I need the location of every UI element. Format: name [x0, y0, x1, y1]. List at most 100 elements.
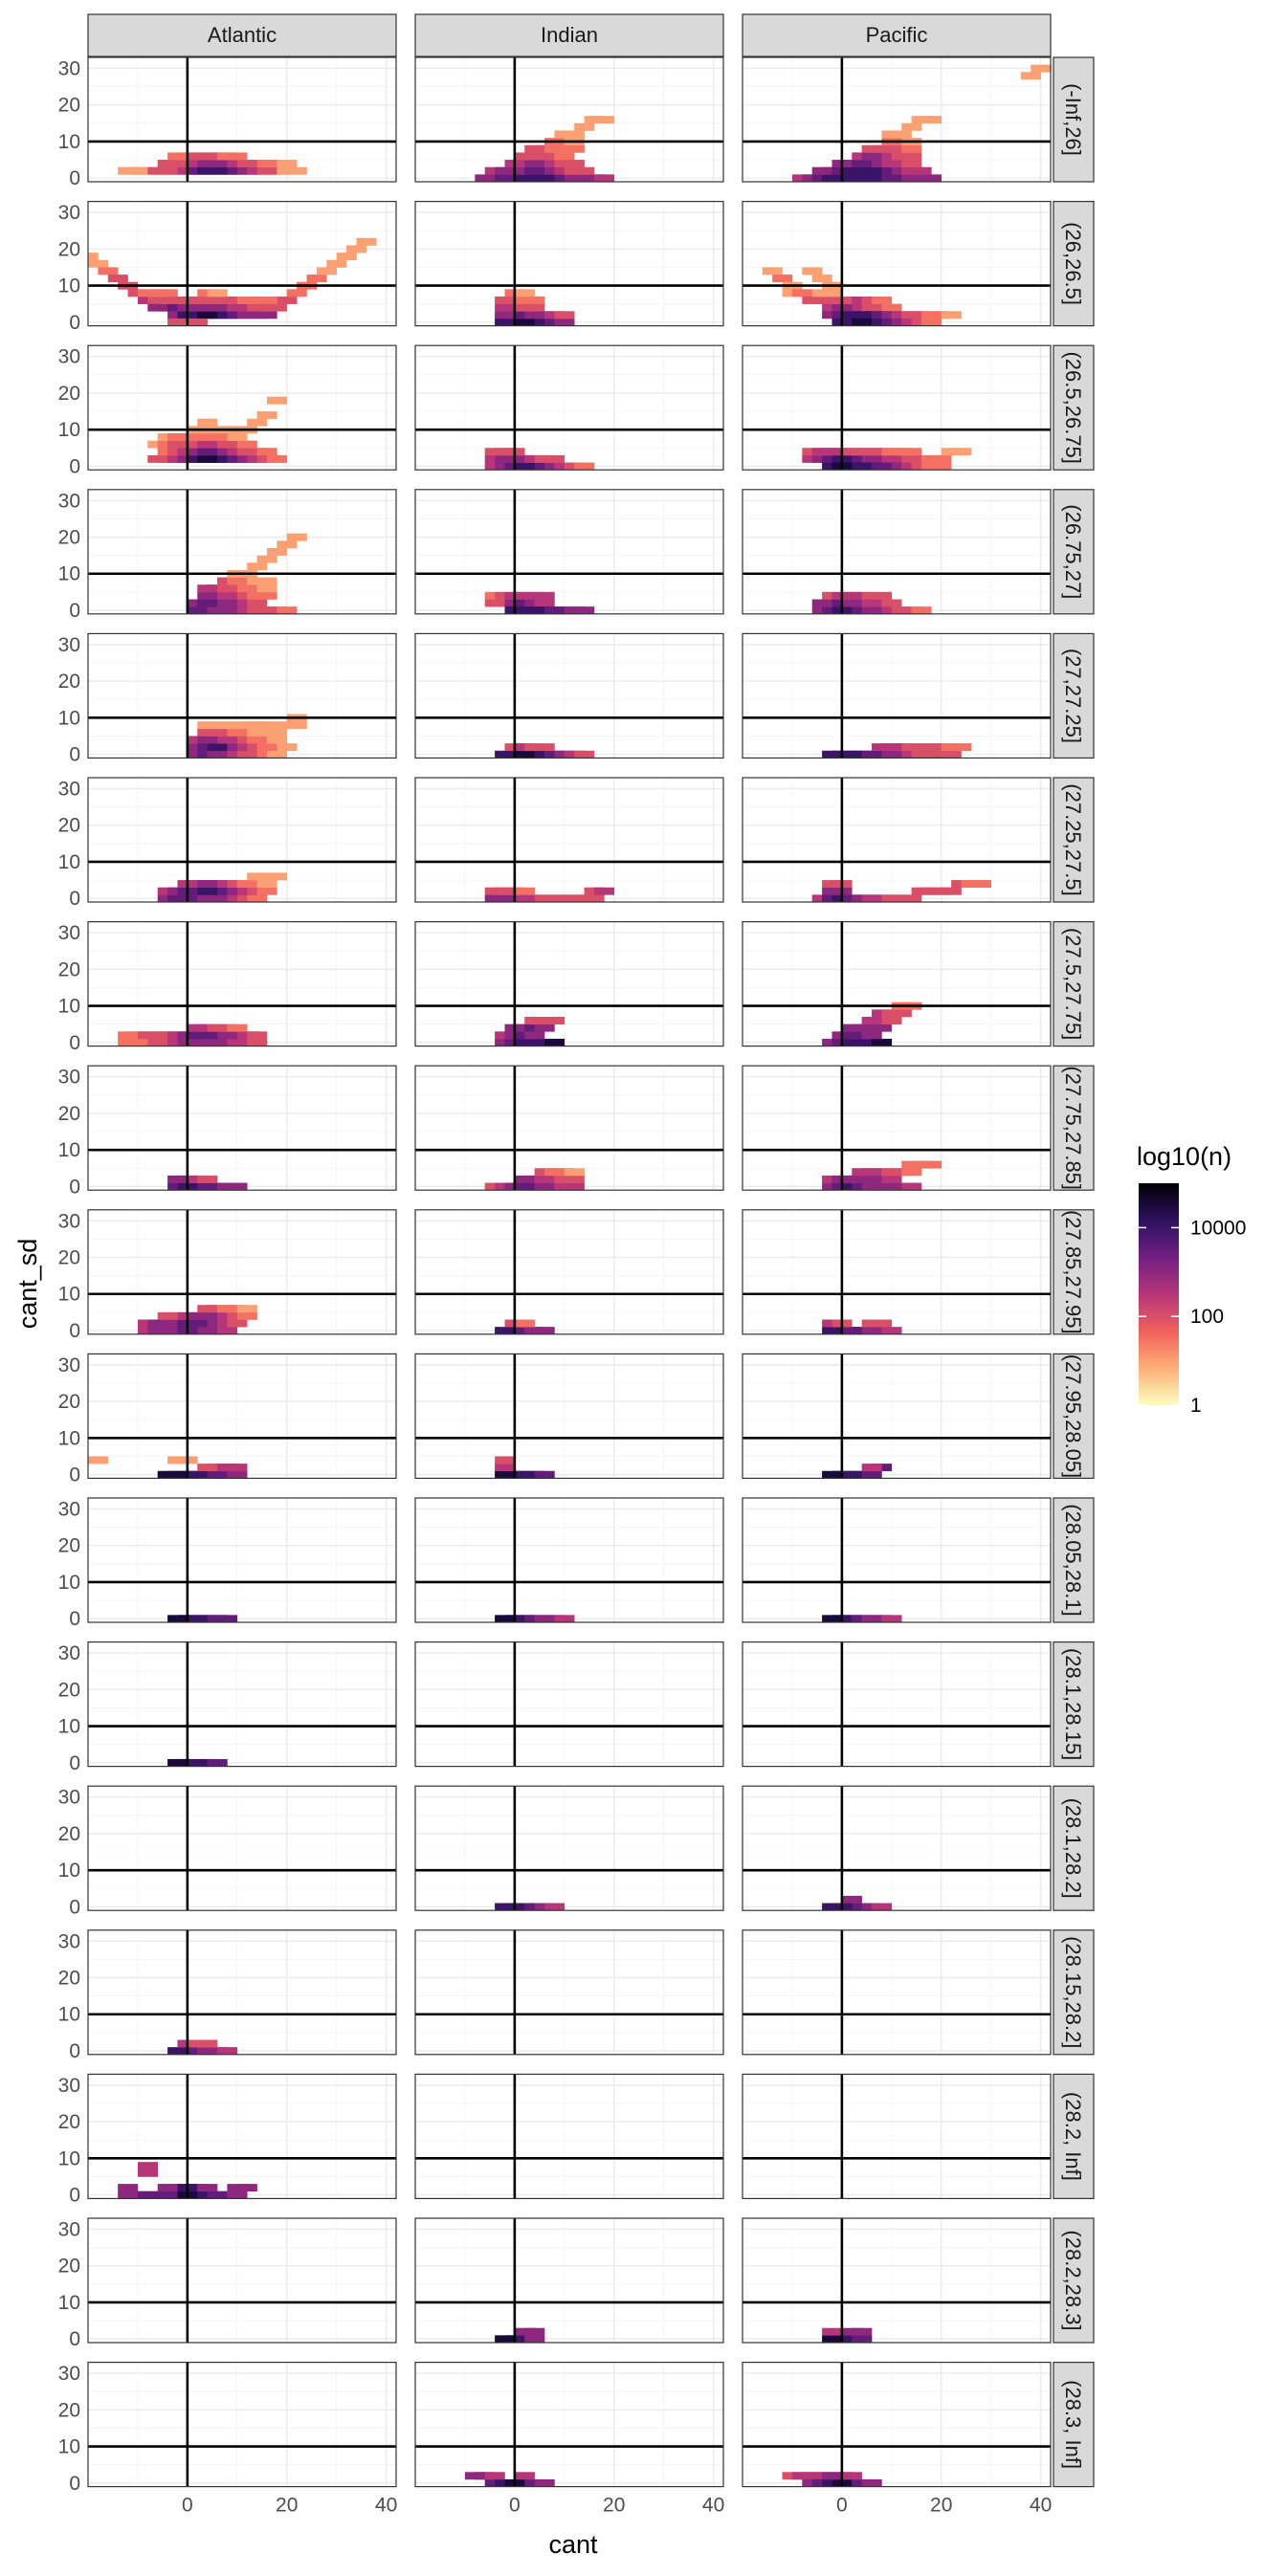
heatmap-bin — [256, 880, 277, 889]
heatmap-bin — [524, 1031, 545, 1040]
row-strip — [1053, 1929, 1095, 2056]
strip-layer: Atlantic Indian Pacific (-Inf,26] (26,26.5] (… — [87, 13, 1095, 2488]
y-tick-label: 0 — [69, 2185, 80, 2207]
heatmap-bin — [534, 1470, 555, 1479]
heatmap-bin — [574, 166, 595, 175]
row-strip-label: (28.1,28.2] — [1061, 1798, 1085, 1899]
heatmap-bin — [920, 116, 942, 124]
row-strip — [1053, 777, 1095, 903]
facet-panel — [742, 632, 1052, 760]
heatmap-bin — [872, 591, 893, 600]
panel-border — [742, 1640, 1052, 1768]
y-tick-label: 30 — [58, 1787, 80, 1809]
facet-panel — [742, 1209, 1052, 1335]
heatmap-bin — [822, 289, 843, 297]
row-strip-label: (28.1,28.15] — [1061, 1648, 1085, 1760]
heatmap-bin — [881, 1615, 902, 1622]
panel-border — [742, 632, 1052, 760]
y-tick-label: 10 — [58, 707, 80, 729]
heatmap-bin — [495, 1464, 516, 1472]
heatmap-bin — [791, 289, 813, 297]
heatmap-bin — [901, 160, 922, 168]
y-tick-label: 0 — [69, 888, 80, 910]
panel-border — [87, 2362, 397, 2488]
facet-panel — [742, 1497, 1052, 1623]
y-tick-label: 20 — [58, 527, 80, 549]
heatmap-bin — [227, 1024, 248, 1032]
heatmap-bin — [574, 750, 595, 759]
panel-background — [415, 1786, 723, 1911]
facet-panel — [87, 2073, 397, 2199]
y-tick-label: 20 — [58, 383, 80, 405]
row-strip-label: (26.5,26.75] — [1061, 351, 1085, 463]
panel-border — [87, 56, 397, 183]
row-strip-label: (27,27.25] — [1061, 649, 1085, 743]
panel-border — [742, 777, 1052, 903]
heatmap-bin — [920, 1160, 942, 1169]
heatmap-bin — [534, 591, 555, 600]
panel-border — [87, 344, 397, 471]
panel-border — [742, 201, 1052, 327]
heatmap-bin — [1020, 72, 1041, 80]
facet-panel — [414, 1640, 724, 1768]
panel-background — [415, 2362, 723, 2487]
panel-border — [87, 1640, 397, 1768]
heatmap-bin — [970, 880, 991, 889]
facet-panel — [742, 1785, 1052, 1911]
heatmap-bin — [881, 1327, 902, 1334]
x-tick-label: 0 — [182, 2495, 193, 2517]
panel-background — [743, 489, 1051, 614]
panel-background — [743, 778, 1051, 902]
facet-panel — [742, 1929, 1052, 2056]
panel-border — [742, 1353, 1052, 1480]
panel-border — [414, 777, 724, 903]
y-tick-label: 10 — [58, 1284, 80, 1306]
axis-layer: cant cant_sd 0 10 20 30 0 10 20 30 0 10 20 30 0 10 20 3… — [13, 57, 1052, 2559]
color-legend: log10(n) 1 100 10000 — [1137, 1142, 1246, 1417]
panel-border — [87, 1353, 397, 1480]
facet-panel — [87, 1497, 397, 1623]
heatmap-bin — [941, 887, 962, 895]
row-strip-label: (26.75,27] — [1061, 504, 1085, 599]
y-tick-label: 30 — [58, 2218, 80, 2240]
panel-background — [743, 633, 1051, 759]
panel-border — [414, 1353, 724, 1480]
row-strip — [1053, 201, 1095, 327]
row-strip — [1053, 632, 1095, 760]
heatmap-bin — [931, 454, 952, 463]
column-strip-label: Pacific — [866, 23, 928, 47]
y-tick-label: 20 — [58, 1823, 80, 1845]
y-tick-label: 0 — [69, 744, 80, 766]
y-tick-label: 0 — [69, 1032, 80, 1054]
y-tick-label: 20 — [58, 1247, 80, 1269]
panel-background — [415, 1929, 723, 2055]
panel-border — [87, 2073, 397, 2199]
panel-background — [415, 1209, 723, 1334]
heatmap-bin — [564, 160, 585, 168]
facet-panel — [742, 489, 1052, 615]
heatmap-bin — [941, 311, 962, 319]
row-strip — [1053, 920, 1095, 1047]
legend-ticks: 1 100 10000 — [1139, 1217, 1246, 1417]
heatmap-bin — [256, 303, 277, 312]
row-strip-label: (28.3, Inf] — [1061, 2380, 1085, 2469]
panel-border — [414, 56, 724, 183]
facet-panel — [87, 1209, 397, 1335]
heatmap-bin — [861, 1470, 882, 1479]
heatmap-bin — [227, 1319, 248, 1328]
heatmap-bin — [256, 411, 277, 419]
panel-border — [87, 2217, 397, 2344]
y-tick-label: 30 — [58, 1354, 80, 1376]
heatmap-bin — [901, 144, 922, 153]
y-tick-label: 10 — [58, 563, 80, 585]
panel-background — [415, 345, 723, 471]
panel-border — [414, 1209, 724, 1335]
panel-border — [414, 1065, 724, 1191]
y-tick-label: 20 — [58, 1968, 80, 1990]
y-tick-label: 0 — [69, 312, 80, 334]
y-tick-label: 0 — [69, 2328, 80, 2350]
heatmap-bin — [524, 2335, 545, 2343]
facet-panel — [414, 344, 724, 471]
heatmap-bin — [286, 533, 307, 541]
facet-panel — [87, 920, 397, 1047]
